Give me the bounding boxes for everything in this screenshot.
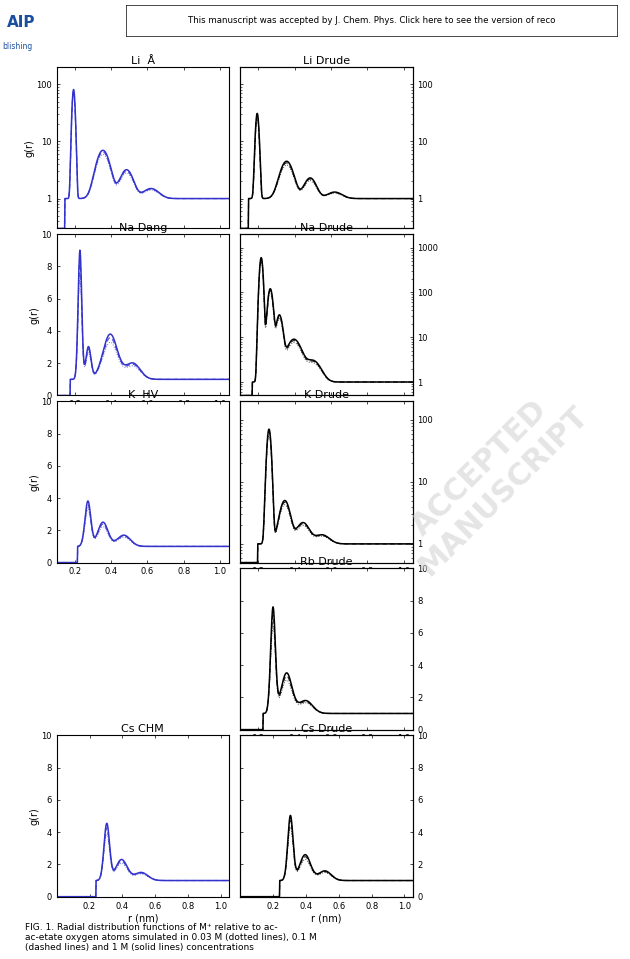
X-axis label: r (nm): r (nm) xyxy=(311,913,341,924)
Title: K  HV: K HV xyxy=(128,389,158,400)
Title: Cs CHM: Cs CHM xyxy=(122,724,164,734)
Title: Li Drude: Li Drude xyxy=(303,56,350,65)
Y-axis label: g(r): g(r) xyxy=(30,473,40,491)
Title: Rb Drude: Rb Drude xyxy=(301,557,353,567)
Text: FIG. 1. Radial distribution functions of M⁺ relative to ac-
ac-etate oxygen atom: FIG. 1. Radial distribution functions of… xyxy=(25,923,317,952)
Bar xyxy=(64,2,123,59)
Y-axis label: g(r): g(r) xyxy=(30,807,40,825)
Title: Li  Å: Li Å xyxy=(131,56,155,65)
Text: This manuscript was accepted by J. Chem. Phys. Click ​here​ to see the version o: This manuscript was accepted by J. Chem.… xyxy=(188,16,556,25)
Title: K Drude: K Drude xyxy=(304,389,349,400)
Y-axis label: g(r): g(r) xyxy=(25,139,35,156)
Y-axis label: g(r): g(r) xyxy=(30,306,40,324)
X-axis label: r (nm): r (nm) xyxy=(128,913,158,924)
Title: Na Dang: Na Dang xyxy=(118,222,167,233)
Text: AIP: AIP xyxy=(8,14,36,30)
Title: Na Drude: Na Drude xyxy=(300,222,353,233)
Text: ACCEPTED
MANUSCRIPT: ACCEPTED MANUSCRIPT xyxy=(389,378,593,581)
Title: Cs Drude: Cs Drude xyxy=(301,724,352,734)
Text: blishing: blishing xyxy=(3,42,33,51)
